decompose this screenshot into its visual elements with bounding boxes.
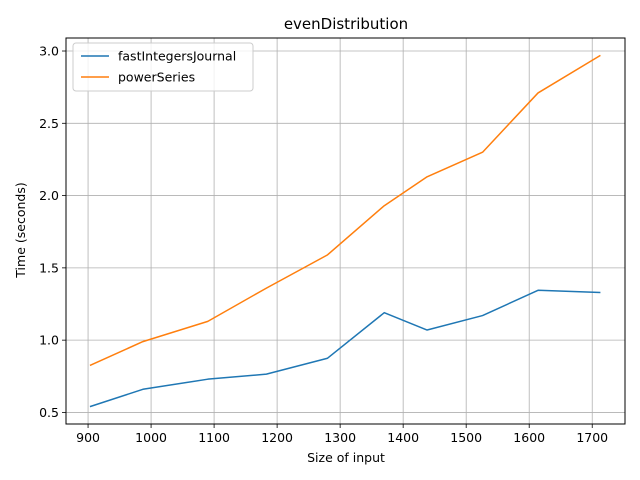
y-tick-label: 0.5	[39, 405, 59, 420]
y-tick-label: 2.5	[39, 116, 59, 131]
series-line-fastIntegersJournal	[89, 289, 601, 408]
y-tick-label: 2.0	[39, 188, 59, 203]
data-point-powerSeries	[327, 254, 329, 256]
data-point-powerSeries	[266, 287, 268, 289]
x-tick-label: 1500	[450, 430, 482, 445]
legend-label-fastIntegersJournal: fastIntegersJournal	[118, 49, 236, 64]
data-point-fastIntegersJournal	[327, 357, 329, 359]
data-point-fastIntegersJournal	[426, 329, 428, 331]
data-point-fastIntegersJournal	[600, 292, 602, 294]
data-point-powerSeries	[89, 365, 91, 367]
data-point-fastIntegersJournal	[207, 378, 209, 380]
x-tick-label: 1700	[576, 430, 608, 445]
data-point-fastIntegersJournal	[89, 406, 91, 408]
y-tick-label: 1.0	[39, 333, 59, 348]
data-point-fastIntegersJournal	[383, 312, 385, 314]
data-point-fastIntegersJournal	[142, 389, 144, 391]
data-point-powerSeries	[207, 321, 209, 323]
x-tick-label: 1100	[198, 430, 230, 445]
x-tick-label: 1000	[135, 430, 167, 445]
data-point-powerSeries	[142, 341, 144, 343]
legend: fastIntegersJournal powerSeries	[72, 42, 254, 92]
data-point-powerSeries	[600, 55, 602, 57]
data-point-powerSeries	[482, 151, 484, 153]
data-point-powerSeries	[426, 176, 428, 178]
data-point-fastIntegersJournal	[266, 373, 268, 375]
data-point-fastIntegersJournal	[482, 315, 484, 317]
grid	[66, 38, 625, 424]
legend-frame	[72, 42, 254, 92]
x-ticks: 900 1000 1100 1200 1300 1400 1500 1600 1700	[76, 424, 608, 445]
data-point-powerSeries	[537, 92, 539, 94]
y-tick-label: 1.5	[39, 260, 59, 275]
x-tick-label: 1200	[261, 430, 293, 445]
x-axis-label: Size of input	[307, 450, 385, 465]
data-point-fastIntegersJournal	[537, 289, 539, 291]
series-lines	[89, 54, 602, 408]
y-tick-label: 3.0	[39, 44, 59, 59]
data-point-powerSeries	[383, 205, 385, 207]
chart-title: evenDistribution	[284, 15, 408, 33]
x-tick-label: 1400	[387, 430, 419, 445]
x-tick-label: 1600	[513, 430, 545, 445]
y-axis-label: Time (seconds)	[13, 182, 28, 278]
series-line-powerSeries	[89, 54, 601, 367]
x-tick-label: 1300	[324, 430, 356, 445]
plot-frame	[65, 37, 626, 425]
x-tick-label: 900	[76, 430, 100, 445]
legend-label-powerSeries: powerSeries	[118, 70, 195, 85]
y-ticks: 0.5 1.0 1.5 2.0 2.5 3.0	[39, 44, 66, 420]
